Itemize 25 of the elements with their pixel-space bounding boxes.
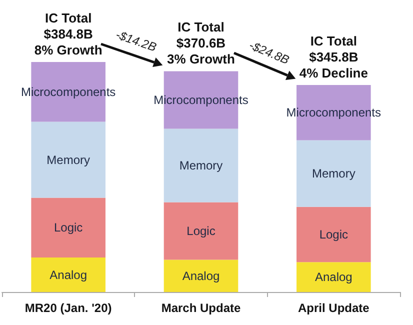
bar xyxy=(31,122,106,198)
text: IC Total $384.8B 8% Growth xyxy=(34,10,102,58)
bar xyxy=(296,262,371,292)
annotation: IC Total $370.6B 3% Growth xyxy=(167,20,235,67)
bar xyxy=(31,198,106,258)
text: Memory xyxy=(179,158,223,172)
x-tick-label: MR20 (Jan. '20) xyxy=(24,301,112,315)
bar xyxy=(164,128,238,202)
bar xyxy=(296,206,371,262)
series-label: Analog xyxy=(314,270,352,284)
bar xyxy=(164,260,238,292)
bar xyxy=(164,202,238,260)
text: Analog xyxy=(182,268,220,283)
bar xyxy=(296,140,371,207)
bar xyxy=(31,258,106,292)
x-tick-label: March Update xyxy=(161,301,241,315)
annotation: IC Total $345.8B 4% Decline xyxy=(299,34,368,80)
text: Analog xyxy=(50,268,88,282)
x-tick-label: April Update xyxy=(298,301,370,315)
series-label: Memory xyxy=(46,152,90,167)
text: Memory xyxy=(312,166,356,181)
text: -$14.2B xyxy=(114,27,158,54)
series-label: Logic xyxy=(319,228,348,242)
text: Logic xyxy=(186,224,216,238)
text: Logic xyxy=(54,220,83,235)
